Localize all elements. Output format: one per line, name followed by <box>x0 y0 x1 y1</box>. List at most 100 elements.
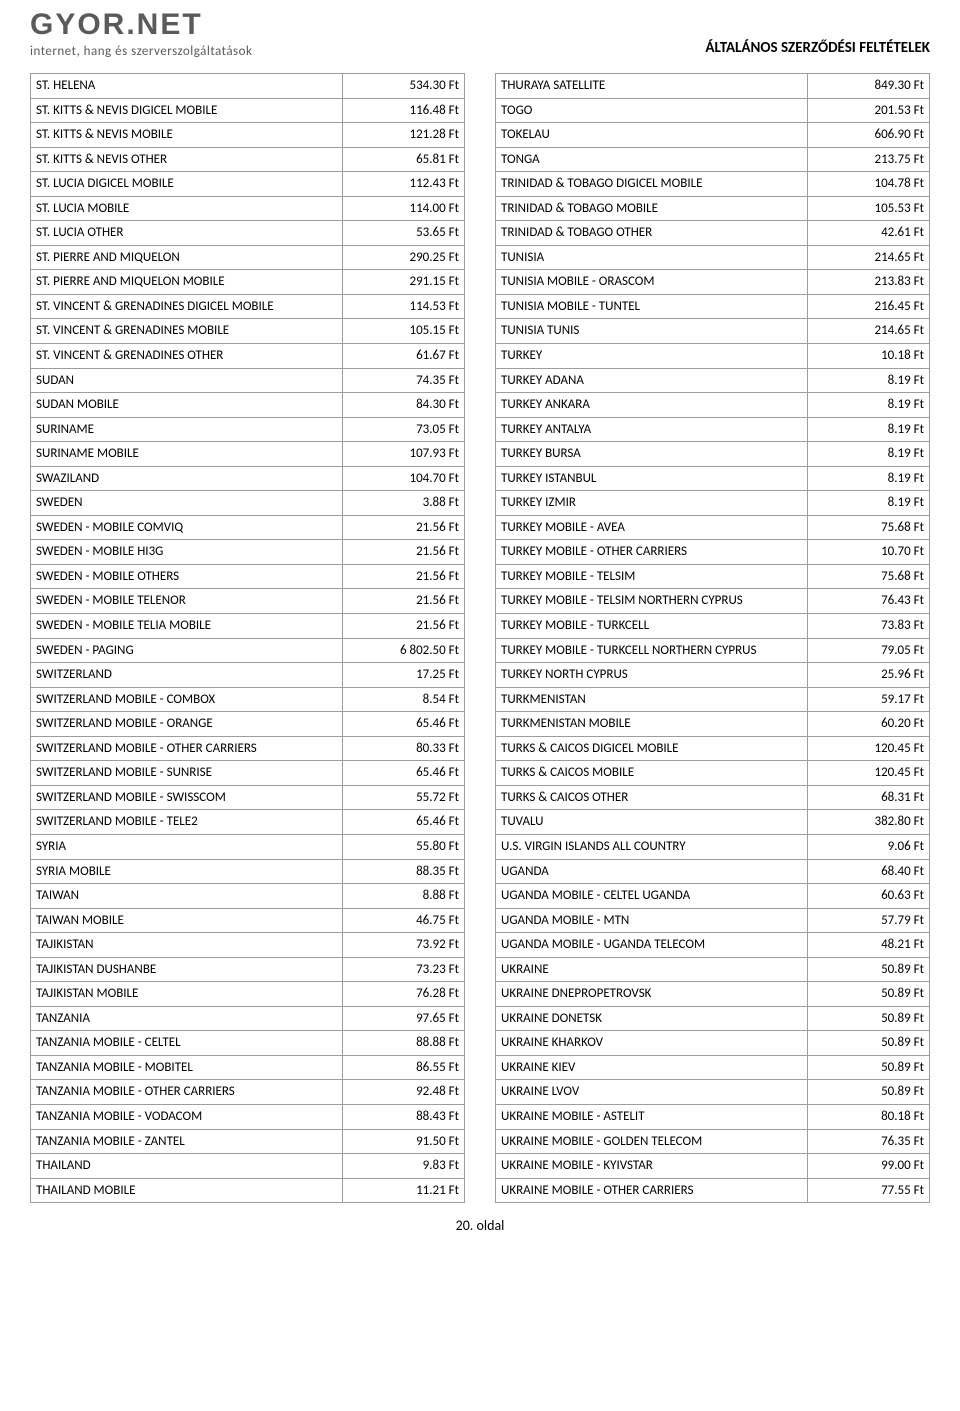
destination-price: 42.61 Ft <box>808 221 930 246</box>
price-table-right: THURAYA SATELLITE849.30 FtTOGO201.53 FtT… <box>495 73 930 1203</box>
table-row: TOKELAU606.90 Ft <box>496 123 930 148</box>
destination-name: TURKEY MOBILE - OTHER CARRIERS <box>496 540 808 565</box>
destination-price: 57.79 Ft <box>808 908 930 933</box>
destination-price: 65.46 Ft <box>343 761 465 786</box>
destination-price: 50.89 Ft <box>808 1006 930 1031</box>
destination-name: SWITZERLAND <box>31 663 343 688</box>
destination-price: 114.00 Ft <box>343 196 465 221</box>
destination-name: TURKS & CAICOS MOBILE <box>496 761 808 786</box>
destination-price: 59.17 Ft <box>808 687 930 712</box>
table-row: SWITZERLAND MOBILE - OTHER CARRIERS80.33… <box>31 736 465 761</box>
destination-name: SWITZERLAND MOBILE - COMBOX <box>31 687 343 712</box>
destination-price: 606.90 Ft <box>808 123 930 148</box>
destination-price: 60.20 Ft <box>808 712 930 737</box>
table-row: TANZANIA MOBILE - CELTEL88.88 Ft <box>31 1031 465 1056</box>
table-row: SWEDEN - PAGING6 802.50 Ft <box>31 638 465 663</box>
destination-price: 849.30 Ft <box>808 74 930 99</box>
table-row: UGANDA68.40 Ft <box>496 859 930 884</box>
destination-price: 116.48 Ft <box>343 98 465 123</box>
destination-name: SWAZILAND <box>31 466 343 491</box>
destination-price: 8.19 Ft <box>808 491 930 516</box>
destination-name: TAJIKISTAN <box>31 933 343 958</box>
destination-price: 216.45 Ft <box>808 294 930 319</box>
destination-price: 214.65 Ft <box>808 245 930 270</box>
table-row: UKRAINE LVOV50.89 Ft <box>496 1080 930 1105</box>
destination-name: ST. LUCIA OTHER <box>31 221 343 246</box>
table-row: SYRIA MOBILE88.35 Ft <box>31 859 465 884</box>
destination-price: 9.83 Ft <box>343 1154 465 1179</box>
destination-price: 382.80 Ft <box>808 810 930 835</box>
destination-name: UKRAINE MOBILE - KYIVSTAR <box>496 1154 808 1179</box>
table-row: ST. VINCENT & GRENADINES DIGICEL MOBILE1… <box>31 294 465 319</box>
table-row: TURKEY ISTANBUL8.19 Ft <box>496 466 930 491</box>
destination-name: SWITZERLAND MOBILE - SUNRISE <box>31 761 343 786</box>
table-row: TRINIDAD & TOBAGO MOBILE105.53 Ft <box>496 196 930 221</box>
destination-name: TURKS & CAICOS DIGICEL MOBILE <box>496 736 808 761</box>
destination-price: 76.43 Ft <box>808 589 930 614</box>
destination-name: UKRAINE MOBILE - ASTELIT <box>496 1104 808 1129</box>
destination-price: 25.96 Ft <box>808 663 930 688</box>
table-row: ST. PIERRE AND MIQUELON290.25 Ft <box>31 245 465 270</box>
destination-name: TURKEY NORTH CYPRUS <box>496 663 808 688</box>
destination-name: TURKEY BURSA <box>496 442 808 467</box>
table-row: TURKEY MOBILE - TELSIM75.68 Ft <box>496 564 930 589</box>
table-row: TAIWAN MOBILE46.75 Ft <box>31 908 465 933</box>
destination-name: UKRAINE DNEPROPETROVSK <box>496 982 808 1007</box>
destination-price: 88.88 Ft <box>343 1031 465 1056</box>
table-row: TANZANIA MOBILE - OTHER CARRIERS92.48 Ft <box>31 1080 465 1105</box>
destination-price: 121.28 Ft <box>343 123 465 148</box>
destination-name: ST. PIERRE AND MIQUELON MOBILE <box>31 270 343 295</box>
destination-name: TAJIKISTAN MOBILE <box>31 982 343 1007</box>
destination-name: UGANDA <box>496 859 808 884</box>
table-row: SWEDEN - MOBILE COMVIQ21.56 Ft <box>31 515 465 540</box>
destination-name: U.S. VIRGIN ISLANDS ALL COUNTRY <box>496 834 808 859</box>
destination-price: 50.89 Ft <box>808 957 930 982</box>
destination-price: 9.06 Ft <box>808 834 930 859</box>
table-row: SWITZERLAND17.25 Ft <box>31 663 465 688</box>
table-row: TURKEY MOBILE - TURKCELL NORTHERN CYPRUS… <box>496 638 930 663</box>
table-row: TANZANIA MOBILE - MOBITEL86.55 Ft <box>31 1055 465 1080</box>
destination-price: 21.56 Ft <box>343 614 465 639</box>
document-title: ÁLTALÁNOS SZERZŐDÉSI FELTÉTELEK <box>705 39 930 59</box>
table-row: TURKEY BURSA8.19 Ft <box>496 442 930 467</box>
destination-price: 55.72 Ft <box>343 785 465 810</box>
table-row: ST. VINCENT & GRENADINES OTHER61.67 Ft <box>31 344 465 369</box>
destination-name: TURKEY MOBILE - TURKCELL NORTHERN CYPRUS <box>496 638 808 663</box>
table-row: ST. KITTS & NEVIS OTHER65.81 Ft <box>31 147 465 172</box>
destination-price: 73.23 Ft <box>343 957 465 982</box>
destination-name: SURINAME MOBILE <box>31 442 343 467</box>
destination-name: UKRAINE DONETSK <box>496 1006 808 1031</box>
destination-price: 201.53 Ft <box>808 98 930 123</box>
destination-name: SWITZERLAND MOBILE - OTHER CARRIERS <box>31 736 343 761</box>
table-row: U.S. VIRGIN ISLANDS ALL COUNTRY9.06 Ft <box>496 834 930 859</box>
destination-name: UGANDA MOBILE - MTN <box>496 908 808 933</box>
destination-name: UKRAINE MOBILE - OTHER CARRIERS <box>496 1178 808 1203</box>
destination-price: 76.28 Ft <box>343 982 465 1007</box>
table-row: SYRIA55.80 Ft <box>31 834 465 859</box>
destination-name: SWEDEN - MOBILE OTHERS <box>31 564 343 589</box>
destination-name: TRINIDAD & TOBAGO OTHER <box>496 221 808 246</box>
table-row: SWEDEN - MOBILE OTHERS21.56 Ft <box>31 564 465 589</box>
destination-price: 53.65 Ft <box>343 221 465 246</box>
destination-price: 65.46 Ft <box>343 810 465 835</box>
table-row: THAILAND MOBILE11.21 Ft <box>31 1178 465 1203</box>
destination-price: 10.18 Ft <box>808 344 930 369</box>
destination-name: ST. VINCENT & GRENADINES DIGICEL MOBILE <box>31 294 343 319</box>
destination-name: ST. HELENA <box>31 74 343 99</box>
destination-price: 11.21 Ft <box>343 1178 465 1203</box>
destination-name: ST. VINCENT & GRENADINES MOBILE <box>31 319 343 344</box>
destination-name: TURKEY MOBILE - TURKCELL <box>496 614 808 639</box>
table-row: THAILAND9.83 Ft <box>31 1154 465 1179</box>
price-table-left: ST. HELENA534.30 FtST. KITTS & NEVIS DIG… <box>30 73 465 1203</box>
destination-name: ST. KITTS & NEVIS DIGICEL MOBILE <box>31 98 343 123</box>
destination-price: 107.93 Ft <box>343 442 465 467</box>
table-row: UKRAINE MOBILE - ASTELIT80.18 Ft <box>496 1104 930 1129</box>
destination-name: TURKMENISTAN <box>496 687 808 712</box>
destination-price: 91.50 Ft <box>343 1129 465 1154</box>
destination-name: ST. KITTS & NEVIS OTHER <box>31 147 343 172</box>
table-row: ST. LUCIA DIGICEL MOBILE112.43 Ft <box>31 172 465 197</box>
destination-price: 8.19 Ft <box>808 466 930 491</box>
destination-price: 73.83 Ft <box>808 614 930 639</box>
destination-name: ST. LUCIA DIGICEL MOBILE <box>31 172 343 197</box>
table-row: TAJIKISTAN MOBILE76.28 Ft <box>31 982 465 1007</box>
